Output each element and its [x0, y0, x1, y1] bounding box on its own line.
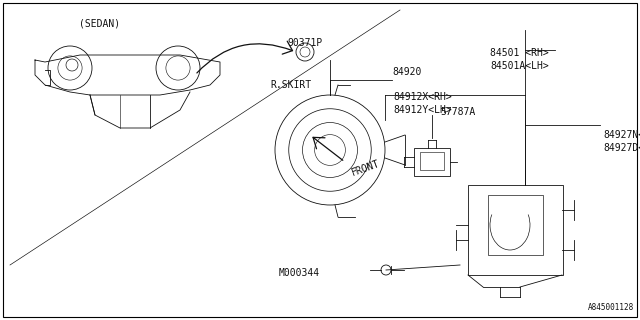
Text: 57787A: 57787A: [440, 107, 476, 117]
Text: 84912X<RH>
84912Y<LH>: 84912X<RH> 84912Y<LH>: [393, 92, 452, 115]
Text: 84927N<RH>
84927D<LH>: 84927N<RH> 84927D<LH>: [603, 130, 640, 153]
Bar: [488, 195, 543, 255]
Text: 90371P: 90371P: [287, 38, 323, 48]
Text: A845001128: A845001128: [588, 303, 634, 312]
Text: M000344: M000344: [279, 268, 320, 278]
Bar: [414, 148, 450, 176]
Text: 84501 <RH>
84501A<LH>: 84501 <RH> 84501A<LH>: [490, 48, 548, 71]
Bar: [468, 185, 563, 275]
Text: 84920: 84920: [392, 67, 421, 77]
Bar: [420, 152, 444, 170]
Text: R.SKIRT: R.SKIRT: [270, 80, 311, 90]
FancyArrowPatch shape: [313, 137, 343, 160]
FancyArrowPatch shape: [197, 41, 292, 73]
Text: (SEDAN): (SEDAN): [79, 19, 120, 29]
Text: FRONT: FRONT: [350, 158, 381, 178]
